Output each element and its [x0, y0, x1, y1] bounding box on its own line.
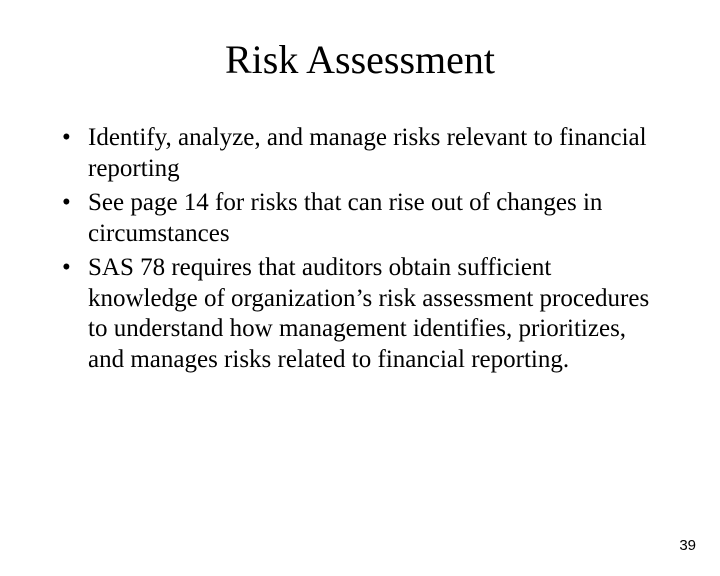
bullet-list: Identify, analyze, and manage risks rele…	[62, 123, 658, 375]
slide-title: Risk Assessment	[0, 36, 720, 83]
slide: Risk Assessment Identify, analyze, and m…	[0, 36, 720, 576]
bullet-item: See page 14 for risks that can rise out …	[62, 188, 658, 249]
bullet-item: SAS 78 requires that auditors obtain suf…	[62, 253, 658, 375]
bullet-item: Identify, analyze, and manage risks rele…	[62, 123, 658, 184]
slide-content: Identify, analyze, and manage risks rele…	[0, 123, 720, 375]
